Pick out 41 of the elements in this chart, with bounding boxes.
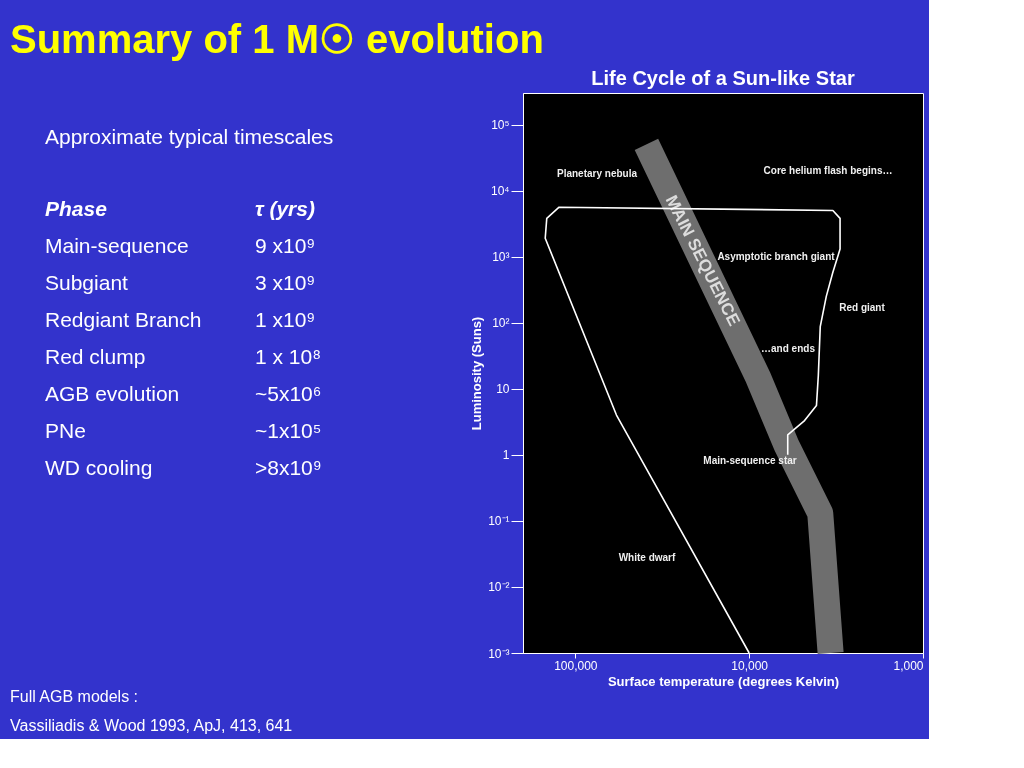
y-axis-title: Luminosity (Suns) <box>469 316 485 431</box>
text: 1 x 10⁸ <box>255 345 322 368</box>
text: 1 x10⁹ <box>255 308 316 331</box>
y-tick-label: 10⁻¹ <box>488 514 510 529</box>
chart-subtitle: Life Cycle of a Sun-like Star <box>591 67 855 89</box>
chart-title: Summary of 1 M☉ evolution <box>10 16 544 61</box>
x-tick-label: 1,000 <box>893 658 924 673</box>
y-tick-label: 10 <box>496 382 510 397</box>
x-tick-label: 10,000 <box>731 658 769 673</box>
x-tick-label: 100,000 <box>554 658 598 673</box>
text: ~1x10⁵ <box>255 419 322 442</box>
y-tick-label: 10⁵ <box>491 118 510 133</box>
y-tick-label: 10² <box>492 316 510 331</box>
annotation: Core helium flash begins… <box>763 165 893 176</box>
text: Approximate typical timescales <box>45 125 334 148</box>
text: Full AGB models : <box>10 688 139 705</box>
y-tick-label: 1 <box>502 448 510 463</box>
text: 3 x10⁹ <box>255 271 316 294</box>
y-tick-label: 10⁴ <box>490 184 510 199</box>
y-tick-label: 10³ <box>492 250 510 265</box>
annotation: Red giant <box>839 302 886 313</box>
text: Main-sequence <box>45 234 189 257</box>
y-tick-label: 10⁻³ <box>488 646 510 661</box>
text: Red clump <box>45 345 146 368</box>
text: Subgiant <box>45 271 129 294</box>
text: 9 x10⁹ <box>255 234 316 257</box>
annotation: Planetary nebula <box>556 168 638 179</box>
text: AGB evolution <box>45 382 180 405</box>
text: WD cooling <box>45 456 153 479</box>
text: Vassiliadis & Wood 1993, ApJ, 413, 641 <box>10 717 293 734</box>
annotation: White dwarf <box>618 552 676 563</box>
text: τ (yrs) <box>255 197 315 220</box>
text: Phase <box>45 197 108 220</box>
y-tick-label: 10⁻² <box>488 580 510 595</box>
text: ~5x10⁶ <box>255 382 322 405</box>
annotation: Main-sequence star <box>703 455 797 466</box>
annotation: …and ends <box>761 343 816 354</box>
text: >8x10⁹ <box>255 456 322 479</box>
x-axis-title: Surface temperature (degrees Kelvin) <box>607 673 840 689</box>
text: Redgiant Branch <box>45 308 202 331</box>
text: PNe <box>45 419 86 442</box>
